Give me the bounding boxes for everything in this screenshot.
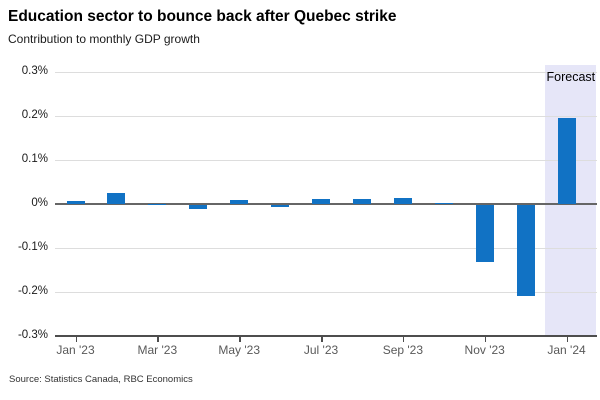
x-axis-tick-label: Sep '23 — [382, 343, 424, 357]
gdp-contribution-bar — [434, 202, 453, 204]
forecast-label: Forecast — [546, 70, 596, 84]
y-axis-tick-label: 0% — [31, 197, 48, 209]
source-note: Source: Statistics Canada, RBC Economics — [9, 374, 193, 385]
x-axis-tick-label: Nov '23 — [464, 343, 505, 357]
y-gridline — [55, 248, 597, 249]
x-axis-tick — [566, 337, 569, 342]
x-axis-line — [55, 335, 597, 337]
y-gridline — [55, 72, 597, 73]
x-axis-tick — [402, 337, 405, 342]
y-gridline — [55, 160, 597, 161]
x-axis-tick-label: Mar '23 — [137, 343, 178, 357]
y-axis-tick-label: -0.3% — [17, 329, 48, 341]
gdp-contribution-bar — [189, 205, 208, 210]
chart-subtitle: Contribution to monthly GDP growth — [8, 32, 200, 46]
x-axis-tick-label: Jan '23 — [56, 343, 95, 357]
gdp-contribution-bar — [557, 118, 576, 204]
gdp-contribution-bar — [516, 205, 535, 297]
y-axis-tick-label: 0.3% — [21, 65, 48, 77]
y-gridline — [55, 116, 597, 117]
gdp-contribution-bar — [312, 199, 331, 204]
y-axis-tick-label: -0.1% — [17, 241, 48, 253]
y-axis-tick-label: 0.1% — [21, 153, 48, 165]
x-axis-tick — [239, 337, 241, 342]
y-axis-tick-label: 0.2% — [21, 109, 48, 121]
x-axis-tick — [157, 337, 159, 342]
zero-line — [55, 203, 597, 205]
gdp-contribution-bar — [393, 198, 412, 204]
gdp-contribution-bar — [230, 200, 249, 204]
y-axis-tick-label: -0.2% — [17, 285, 48, 297]
x-axis-tick-label: May '23 — [218, 343, 260, 357]
gdp-contribution-bar — [271, 205, 290, 208]
x-axis-tick-label: Jan '24 — [547, 343, 586, 357]
x-axis-tick-label: Jul '23 — [303, 343, 339, 357]
x-axis-tick — [484, 337, 487, 342]
gdp-contribution-bar — [475, 205, 494, 263]
gdp-contribution-bar — [107, 193, 126, 204]
x-axis-tick — [321, 337, 323, 342]
chart-title: Education sector to bounce back after Qu… — [8, 8, 397, 25]
gdp-contribution-bar — [352, 199, 371, 204]
x-axis-tick — [75, 337, 77, 342]
gdp-contribution-bar — [66, 201, 85, 204]
y-gridline — [55, 292, 597, 293]
